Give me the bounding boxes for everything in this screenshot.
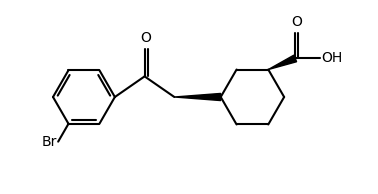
Text: O: O [291, 15, 302, 29]
Text: O: O [141, 31, 152, 45]
Text: Br: Br [41, 135, 57, 149]
Polygon shape [268, 55, 297, 69]
Text: OH: OH [321, 51, 343, 65]
Polygon shape [174, 94, 221, 100]
